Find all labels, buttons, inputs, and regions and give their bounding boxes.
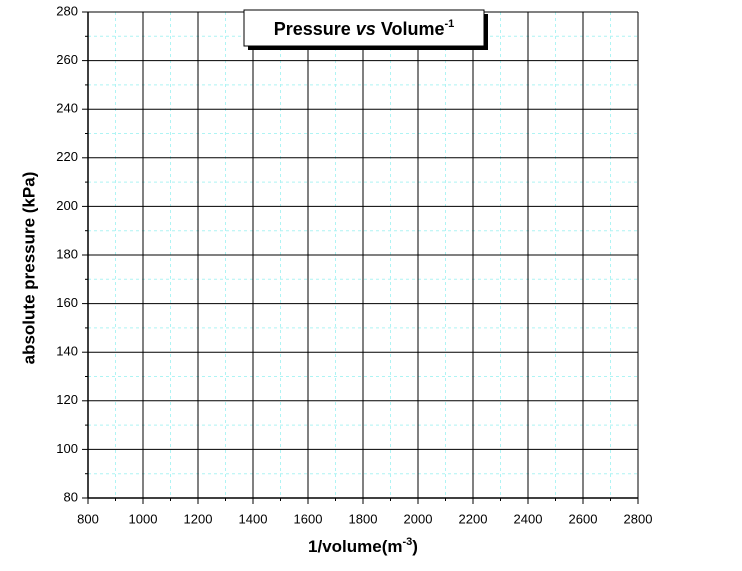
text-segment: ) xyxy=(412,537,418,556)
y-tick-label: 200 xyxy=(56,198,78,213)
text-segment: Volume xyxy=(381,19,445,39)
y-axis-label: absolute pressure (kPa) xyxy=(19,172,38,365)
text-segment: -3 xyxy=(403,536,413,548)
x-tick-label: 1000 xyxy=(129,511,158,526)
title-box xyxy=(243,9,485,47)
y-tick-label: 260 xyxy=(56,52,78,67)
y-tick-label: 120 xyxy=(56,392,78,407)
y-tick-label: 160 xyxy=(56,295,78,310)
y-tick-label: 180 xyxy=(56,246,78,261)
text-segment: vs xyxy=(356,19,376,39)
x-tick-label: 1600 xyxy=(294,511,323,526)
x-tick-label: 2000 xyxy=(404,511,433,526)
x-tick-label: 2600 xyxy=(569,511,598,526)
y-tick-label: 240 xyxy=(56,101,78,116)
x-tick-label: 1200 xyxy=(184,511,213,526)
x-tick-label: 2800 xyxy=(624,511,653,526)
y-tick-label: 220 xyxy=(56,149,78,164)
axes: 800 1000 1200 1400 1600 1800 2000 2200 2400 2600 2… xyxy=(56,3,652,526)
x-tick-label: 2200 xyxy=(459,511,488,526)
x-tick-label: 2400 xyxy=(514,511,543,526)
x-tick-label: 800 xyxy=(77,511,99,526)
x-axis-label: 1/volume(m-3) xyxy=(308,536,418,557)
y-tick-label: 140 xyxy=(56,344,78,359)
x-tick-label: 1800 xyxy=(349,511,378,526)
x-tick-label: 1400 xyxy=(239,511,268,526)
text-segment: 1/volume(m xyxy=(308,537,402,556)
major-grid xyxy=(87,11,639,499)
y-tick-label: 100 xyxy=(56,441,78,456)
minor-grid xyxy=(88,12,638,498)
text-segment: -1 xyxy=(445,18,455,30)
y-tick-label: 80 xyxy=(64,489,78,504)
chart-title: Pressure vs Volume-1 xyxy=(274,18,455,39)
y-tick-label: 280 xyxy=(56,3,78,18)
text-segment: Pressure xyxy=(274,19,351,39)
